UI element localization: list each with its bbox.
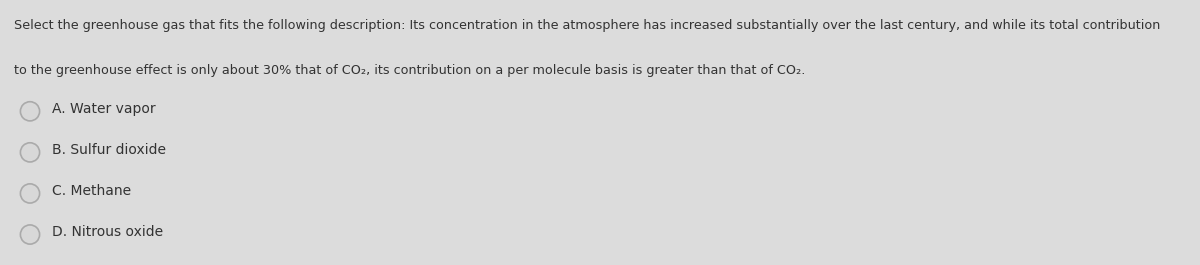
Ellipse shape: [20, 184, 40, 203]
Text: Select the greenhouse gas that fits the following description: Its concentration: Select the greenhouse gas that fits the …: [14, 19, 1160, 32]
Text: A. Water vapor: A. Water vapor: [52, 102, 155, 116]
Ellipse shape: [20, 225, 40, 244]
Ellipse shape: [20, 143, 40, 162]
Text: D. Nitrous oxide: D. Nitrous oxide: [52, 226, 163, 239]
Ellipse shape: [20, 102, 40, 121]
Text: C. Methane: C. Methane: [52, 184, 131, 198]
Text: to the greenhouse effect is only about 30% that of CO₂, its contribution on a pe: to the greenhouse effect is only about 3…: [14, 64, 805, 77]
Text: B. Sulfur dioxide: B. Sulfur dioxide: [52, 143, 166, 157]
